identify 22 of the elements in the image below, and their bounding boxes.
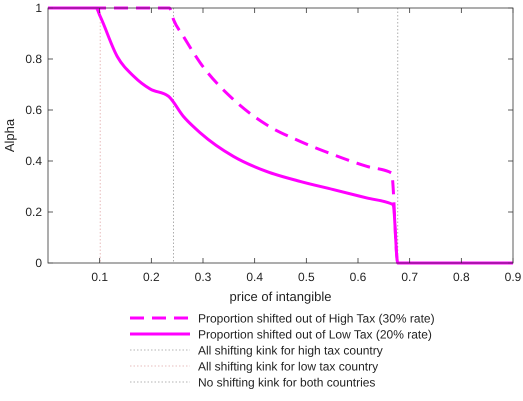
x-tick-label: 0.6 [350, 270, 367, 284]
y-axis-title: Alpha [2, 118, 17, 152]
x-tick-label: 0.3 [194, 270, 212, 284]
x-tick-label: 0.5 [298, 270, 315, 284]
x-tick-label: 0.1 [91, 270, 108, 284]
x-tick-label: 0.2 [142, 270, 160, 284]
x-tick-label: 0.8 [452, 270, 470, 284]
legend-label: No shifting kink for both countries [198, 376, 376, 390]
legend-label: All shifting kink for high tax country [198, 344, 383, 358]
legend-label: Proportion shifted out of Low Tax (20% rate) [198, 328, 432, 342]
y-tick-label: 0.2 [25, 205, 42, 219]
y-tick-label: 0 [35, 256, 42, 270]
x-axis-title: price of intangible [230, 289, 332, 304]
y-tick-label: 0.6 [25, 103, 42, 117]
x-tick-label: 0.7 [401, 270, 418, 284]
x-tick-label: 0.4 [246, 270, 264, 284]
x-tick-label: 0.9 [504, 270, 522, 284]
legend-label: All shifting kink for low tax country [198, 360, 378, 374]
y-tick-label: 0.4 [25, 154, 42, 168]
y-tick-label: 1 [35, 1, 42, 15]
y-tick-label: 0.8 [25, 52, 42, 66]
legend-label: Proportion shifted out of High Tax (30% rate) [198, 312, 435, 326]
